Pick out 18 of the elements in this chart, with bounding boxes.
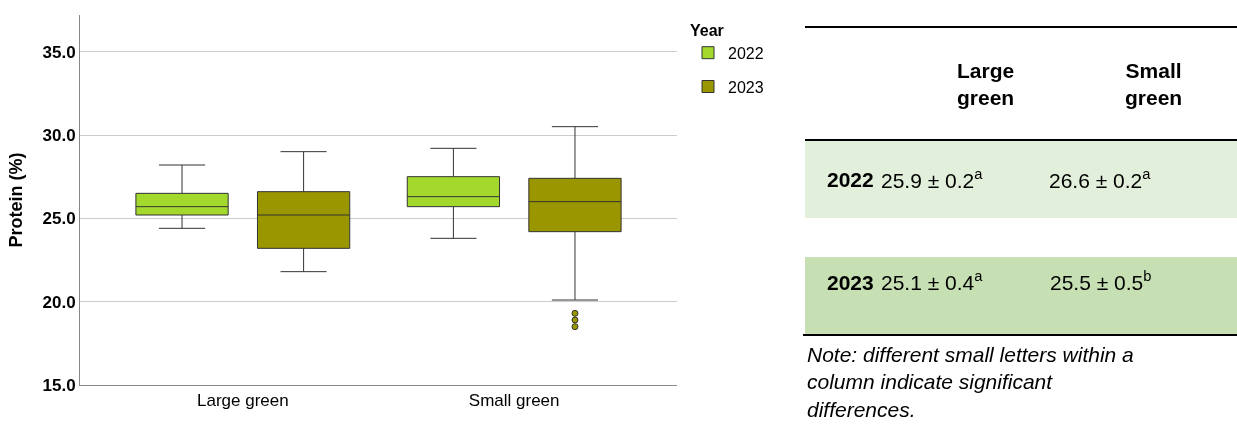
- y-tick-label: 35.0: [42, 42, 76, 62]
- category-label: 2023: [827, 271, 874, 294]
- text: Note: different small letters within a column indicate significant differences.: [807, 343, 1134, 421]
- text: 25.5 ± 0.5$^{b}$: [1050, 268, 1152, 294]
- y-tick-label: 25.0: [42, 209, 76, 229]
- legend-label: 2022: [728, 44, 764, 62]
- text: 25.1 ± 0.4$^{a}$: [881, 268, 983, 294]
- legend-label: 2023: [728, 78, 764, 96]
- category-label: 2022: [827, 168, 874, 191]
- y-axis-title: Protein (%): [5, 152, 26, 248]
- y-tick-label: 30.0: [42, 125, 76, 145]
- text: 25.9 ± 0.2$^{a}$: [881, 166, 983, 192]
- y-tick-label: 15.0: [42, 375, 76, 395]
- category-label: Large green: [957, 59, 1015, 110]
- text: 26.6 ± 0.2$^{a}$: [1049, 166, 1151, 192]
- category-label: Small green: [1125, 59, 1183, 110]
- y-tick-label: 20.0: [42, 292, 76, 312]
- legend-title: Year: [690, 21, 724, 39]
